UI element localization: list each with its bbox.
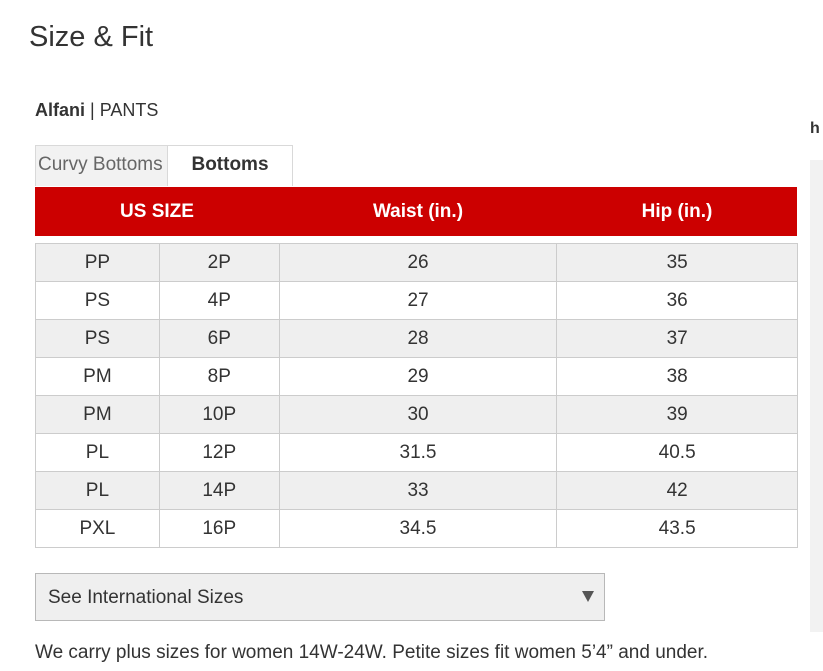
size-alpha-cell: PS [35,319,160,358]
sizing-footnote: We carry plus sizes for women 14W-24W. P… [35,642,709,663]
waist-cell: 26 [278,243,558,282]
side-panel-heading: h [810,120,820,137]
product-category: PANTS [99,100,159,120]
waist-cell: 30 [278,395,558,434]
size-alpha-cell: PL [35,433,160,472]
table-row: PP 2P 26 35 [35,243,798,282]
size-alpha-cell: PS [35,281,160,320]
product-line: Alfani | PANTS [35,99,158,121]
table-row: PL 12P 31.5 40.5 [35,433,798,472]
table-row: PS 6P 28 37 [35,319,798,358]
tab-curvy-bottoms[interactable]: Curvy Bottoms [35,145,167,186]
size-numeric-cell: 10P [158,395,280,434]
table-row: PM 8P 29 38 [35,357,798,396]
international-sizes-select[interactable]: See International Sizes [35,573,605,621]
brand-name: Alfani [35,100,86,120]
page-title: Size & Fit [29,21,154,53]
size-alpha-cell: PM [35,395,160,434]
waist-cell: 31.5 [278,433,558,472]
size-alpha-cell: PM [35,357,160,396]
international-sizes-value: See International Sizes [48,587,244,608]
table-row: PL 14P 33 42 [35,471,798,510]
table-row: PS 4P 27 36 [35,281,798,320]
waist-cell: 27 [278,281,558,320]
table-row: PXL 16P 34.5 43.5 [35,509,798,548]
size-numeric-cell: 4P [158,281,280,320]
brand-separator: | [85,100,100,120]
waist-cell: 34.5 [278,509,558,548]
size-chart-tabs: Curvy Bottoms Bottoms [35,145,293,187]
size-alpha-cell: PL [35,471,160,510]
header-hip: Hip (in.) [641,201,713,222]
size-numeric-cell: 2P [158,243,280,282]
hip-cell: 38 [556,357,798,396]
tab-bottoms[interactable]: Bottoms [167,145,293,186]
side-panel [810,160,823,632]
header-waist: Waist (in.) [372,201,464,222]
table-row: PM 10P 30 39 [35,395,798,434]
size-numeric-cell: 14P [158,471,280,510]
hip-cell: 42 [556,471,798,510]
size-numeric-cell: 12P [158,433,280,472]
size-table-header: US SIZE Waist (in.) Hip (in.) [35,187,797,236]
size-alpha-cell: PXL [35,509,160,548]
hip-cell: 39 [556,395,798,434]
header-us-size: US SIZE [120,201,194,222]
size-numeric-cell: 6P [158,319,280,358]
hip-cell: 35 [556,243,798,282]
waist-cell: 33 [278,471,558,510]
size-numeric-cell: 16P [158,509,280,548]
waist-cell: 29 [278,357,558,396]
size-alpha-cell: PP [35,243,160,282]
hip-cell: 36 [556,281,798,320]
hip-cell: 43.5 [556,509,798,548]
size-table: PP 2P 26 35 PS 4P 27 36 PS 6P 28 37 PM 8P 29 38 PM 10P 30 3… [35,243,798,548]
hip-cell: 40.5 [556,433,798,472]
waist-cell: 28 [278,319,558,358]
size-numeric-cell: 8P [158,357,280,396]
hip-cell: 37 [556,319,798,358]
caret-down-icon [582,591,594,602]
